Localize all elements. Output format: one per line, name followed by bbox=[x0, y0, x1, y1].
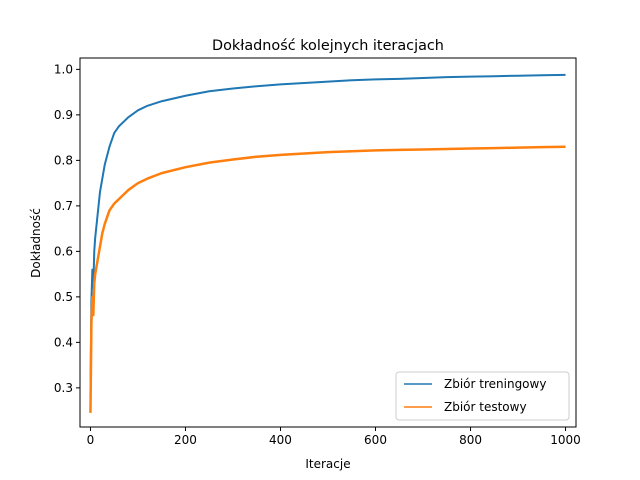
plot-frame bbox=[79, 57, 577, 428]
x-tick-label: 600 bbox=[364, 433, 387, 447]
legend-label-test: Zbiór testowy bbox=[444, 400, 527, 414]
x-tick-label: 1000 bbox=[550, 433, 581, 447]
y-tick-label: 0.4 bbox=[54, 335, 73, 349]
y-tick-label: 1.0 bbox=[54, 62, 73, 76]
y-tick-label: 0.8 bbox=[54, 153, 73, 167]
series-line-test bbox=[89, 145, 566, 413]
legend-box bbox=[395, 371, 570, 421]
y-axis-label: Dokładność bbox=[29, 208, 43, 278]
x-axis-label: Iteracje bbox=[305, 457, 350, 471]
series-line-training bbox=[89, 73, 566, 397]
y-tick-label: 0.5 bbox=[54, 290, 73, 304]
y-tick-label: 0.3 bbox=[54, 381, 73, 395]
x-tick-label: 0 bbox=[87, 433, 95, 447]
legend-label-training: Zbiór treningowy bbox=[444, 377, 546, 391]
y-tick-label: 0.6 bbox=[54, 244, 73, 258]
y-tick-label: 0.7 bbox=[54, 199, 73, 213]
chart-title: Dokładność kolejnych iteracjach bbox=[212, 38, 444, 54]
y-tick-label: 0.9 bbox=[54, 108, 73, 122]
x-tick-label: 400 bbox=[269, 433, 292, 447]
x-tick-label: 800 bbox=[459, 433, 482, 447]
x-tick-label: 200 bbox=[174, 433, 197, 447]
legend: Zbiór treningowy Zbiór testowy bbox=[395, 371, 570, 421]
